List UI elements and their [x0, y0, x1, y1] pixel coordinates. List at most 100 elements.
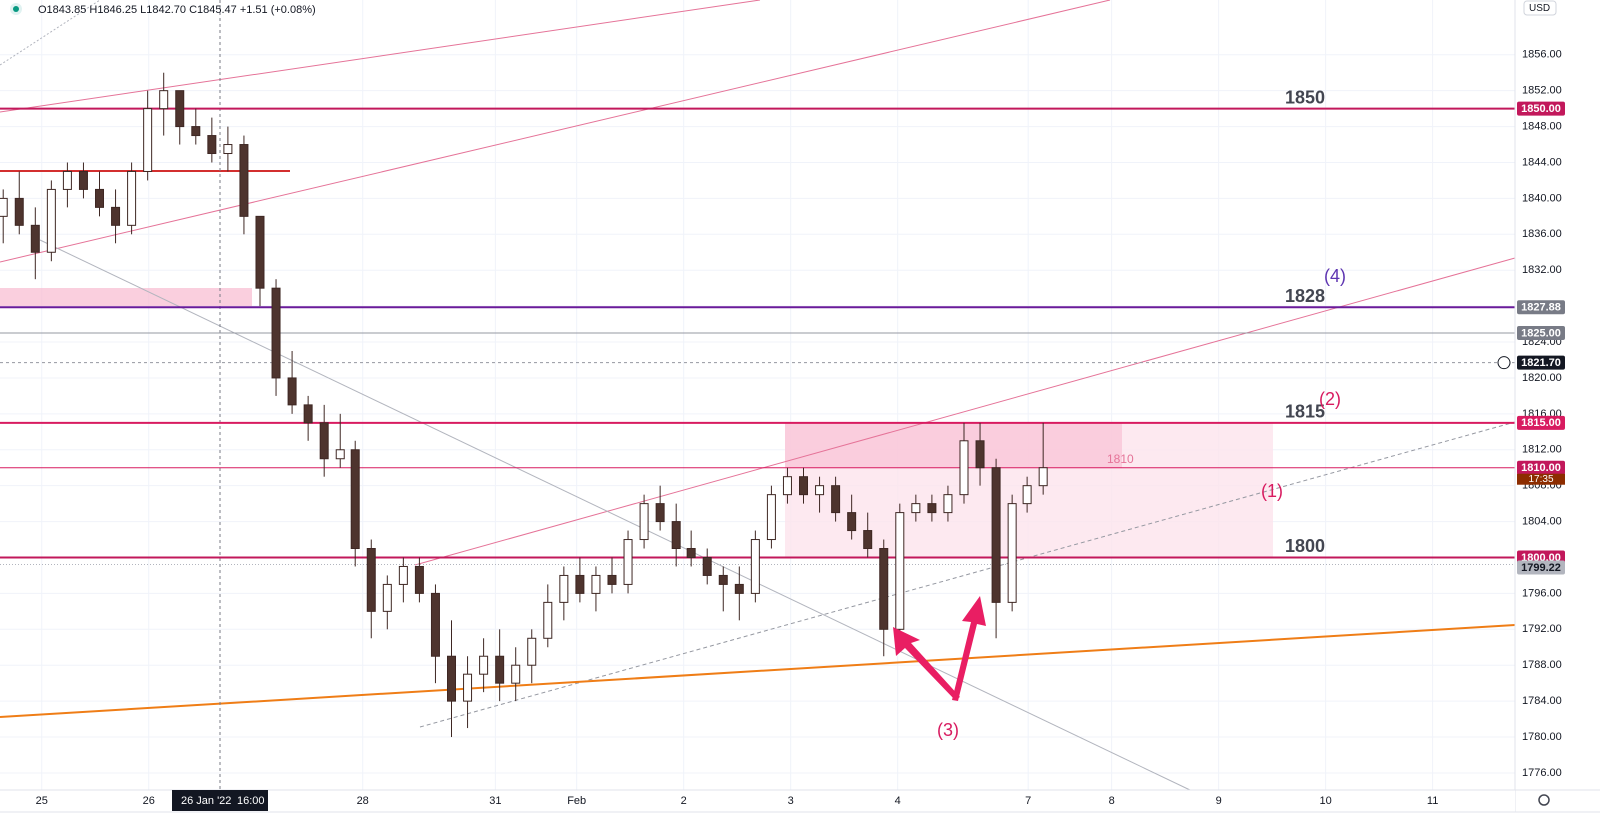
currency-button[interactable] [1523, 0, 1557, 16]
candle-body [463, 673, 473, 702]
price-tag-label: 1825.00 [1521, 327, 1561, 339]
candle-body [1038, 467, 1048, 487]
candle-body [366, 548, 376, 612]
time-axis [0, 790, 1515, 812]
y-tick-label: 1856.00 [1522, 49, 1562, 61]
y-tick-label: 1796.00 [1522, 587, 1562, 599]
candle-body [143, 108, 153, 172]
x-tick-label: 25 [36, 795, 48, 807]
y-tick-label: 1780.00 [1522, 731, 1562, 743]
price-tag-label: 1827.88 [1521, 302, 1561, 314]
candle-body [863, 530, 873, 550]
candle-body [255, 215, 265, 289]
zone [785, 423, 1122, 468]
candle-body [623, 539, 633, 585]
candle-body [479, 655, 489, 675]
x-tick-label: 8 [1109, 795, 1115, 807]
candle-body [527, 637, 537, 666]
countdown: 17:35 [1528, 474, 1553, 485]
x-tick-label: 7 [1025, 795, 1031, 807]
candle-body [14, 197, 24, 226]
currency[interactable]: USD [1529, 3, 1550, 14]
support-line [0, 624, 1516, 718]
candle-body [655, 503, 665, 523]
x-tick-label: 31 [489, 795, 501, 807]
x-tick-label: 26 [143, 795, 155, 807]
candle-body [350, 449, 360, 550]
candle-body [1007, 503, 1017, 603]
arrow [893, 627, 960, 700]
candle-body [414, 565, 424, 594]
annotation: (3) [937, 720, 959, 740]
level-label: 1850 [1285, 87, 1325, 107]
price-tag-label: 1810.00 [1521, 462, 1561, 474]
candle-body [975, 440, 985, 469]
price-tag [1517, 355, 1565, 370]
candle-body [750, 539, 760, 594]
x-tick-label: 9 [1216, 795, 1222, 807]
crosshair-date: 26 Jan '22 [181, 795, 231, 807]
candle-body [207, 135, 217, 155]
candle-body [175, 90, 185, 128]
candle-body [303, 404, 313, 424]
level-label: 1828 [1285, 286, 1325, 306]
candle-body [559, 574, 569, 603]
price-tag-label: 1815.00 [1521, 417, 1561, 429]
trend-line [419, 421, 1516, 728]
candle-body [671, 521, 681, 550]
candle-body [271, 287, 281, 379]
y-tick-label: 1848.00 [1522, 120, 1562, 132]
axes: 1776.00 1780.00 1784.00 1788.00 1792.00 1796.… [36, 49, 1565, 807]
annotation: (4) [1324, 266, 1346, 286]
annotation: (2) [1319, 389, 1341, 409]
candle-body [0, 197, 8, 217]
candle-body [159, 90, 169, 110]
candle-body [543, 601, 553, 639]
y-tick-label: 1820.00 [1522, 372, 1562, 384]
y-tick-label: 1784.00 [1522, 695, 1562, 707]
candle-body [95, 188, 105, 208]
price-tag-label: 1821.70 [1521, 357, 1561, 369]
candle-body [575, 574, 585, 594]
y-tick-label: 1832.00 [1522, 264, 1562, 276]
price-tag [1517, 560, 1565, 575]
arrow [952, 596, 986, 701]
settings-icon[interactable] [1538, 794, 1550, 806]
y-tick-label: 1788.00 [1522, 659, 1562, 671]
y-tick-label: 1836.00 [1522, 228, 1562, 240]
annotation: (1) [1261, 481, 1283, 501]
trend-line [414, 257, 1516, 566]
candle-body [1022, 485, 1032, 505]
countdown-box [1517, 473, 1565, 485]
candle-body [62, 170, 72, 190]
price-tag [1517, 460, 1565, 475]
trend-line [39, 239, 1191, 791]
candle-body [430, 592, 440, 657]
candle-body [111, 206, 121, 226]
y-tick-label: 1812.00 [1522, 444, 1562, 456]
level-label: 1810 [1107, 452, 1134, 466]
candle-body [382, 583, 392, 612]
crosshair-date-box [172, 790, 268, 811]
x-tick-label: 2 [681, 795, 687, 807]
candle-body [223, 144, 233, 155]
candle-body [927, 503, 937, 514]
candle-body [287, 377, 297, 406]
candle-body [511, 664, 521, 684]
price-tag [1517, 300, 1565, 315]
candle-body [607, 574, 617, 585]
candle-body [879, 548, 889, 630]
level-label: 1815 [1285, 402, 1325, 422]
level-label: 1800 [1285, 536, 1325, 556]
candle-body [639, 503, 649, 541]
zone [0, 288, 252, 306]
candle-body [591, 574, 601, 594]
candles [0, 72, 1048, 738]
price-tag-label: 1799.22 [1521, 562, 1561, 574]
status-dot [13, 6, 19, 12]
candle-body [831, 485, 841, 514]
candle-body [447, 655, 457, 702]
candle-body [991, 467, 1001, 603]
x-tick-label: 4 [895, 795, 901, 807]
